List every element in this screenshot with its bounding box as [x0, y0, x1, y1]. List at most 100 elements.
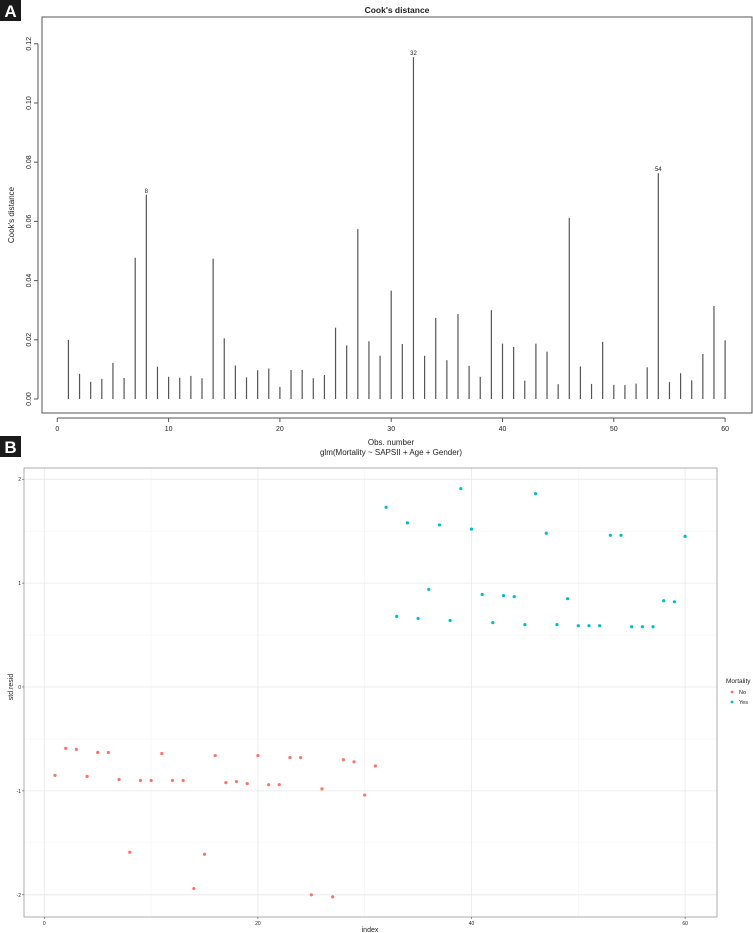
point-no-15: [202, 852, 207, 856]
chart-a-y-axis: 0.00 0.02 0.04 0.06 0.08 0.10 0.12: [26, 37, 39, 406]
chart-a-x-axis: 0 10 20 30 40 50 60: [55, 417, 729, 433]
point-yes-55: [630, 625, 634, 629]
x-tick-label: 0: [43, 921, 46, 927]
x-tick-label: 60: [682, 921, 688, 927]
point-no-1: [53, 773, 57, 777]
panel-b-label: B: [4, 438, 16, 457]
point-yes-34: [405, 521, 410, 525]
panel-a: A Cook's distance 8 32 54 0 10 20 30 40 50 60 0.…: [0, 0, 753, 457]
point-no-6: [106, 750, 110, 755]
y-tick-label: 0.10: [26, 96, 33, 110]
x-tick-label: 10: [165, 426, 173, 433]
point-yes-52: [598, 624, 602, 628]
point-no-14: [192, 886, 196, 891]
chart-b-x-label: index: [362, 927, 379, 933]
point-yes-37: [437, 523, 442, 527]
point-no-4: [85, 774, 89, 778]
point-yes-35: [416, 616, 420, 621]
chart-a-y-label: Cook's distance: [7, 186, 16, 243]
point-no-2: [64, 746, 68, 750]
x-tick-label: 20: [255, 921, 261, 927]
x-tick-label: 60: [721, 426, 729, 433]
point-no-31: [373, 764, 377, 768]
point-no-5: [96, 750, 100, 755]
panel-a-label: A: [4, 2, 16, 21]
point-yes-45: [523, 623, 527, 627]
chart-b-points: [53, 486, 687, 899]
point-yes-57: [651, 625, 655, 629]
point-no-3: [74, 747, 78, 751]
chart-b-legend: Mortality No Yes: [726, 678, 751, 706]
point-no-27: [331, 895, 335, 899]
panel-a-label-box: [0, 0, 21, 21]
point-no-25: [309, 893, 313, 897]
point-no-20: [256, 753, 260, 758]
point-yes-58: [662, 599, 666, 603]
point-no-18: [234, 779, 239, 784]
y-tick-label: 0.12: [26, 37, 33, 51]
point-yes-47: [544, 531, 548, 535]
point-yes-40: [469, 527, 474, 531]
point-no-10: [149, 778, 153, 783]
legend-label-yes: Yes: [739, 700, 748, 706]
chart-a-frame: [41, 16, 753, 414]
panel-b-label-box: [0, 436, 21, 457]
point-label-8: 8: [145, 189, 149, 195]
legend-swatch-yes: [730, 700, 734, 704]
legend-swatch-no: [730, 690, 734, 694]
x-tick-label: 20: [276, 426, 284, 433]
point-no-30: [363, 793, 367, 797]
point-yes-56: [640, 625, 644, 629]
point-no-29: [352, 760, 356, 764]
x-tick-label: 50: [610, 426, 618, 433]
point-no-12: [170, 778, 175, 783]
point-yes-53: [608, 533, 612, 537]
point-yes-41: [480, 592, 484, 597]
point-no-21: [266, 783, 271, 787]
legend-title: Mortality: [726, 678, 751, 685]
y-tick-label: 0.06: [26, 214, 33, 228]
x-tick-label: 40: [499, 426, 507, 433]
point-yes-44: [512, 595, 516, 599]
y-tick-label: -1: [17, 789, 22, 795]
chart-b-y-axis: -2 -1 0 1 2: [17, 477, 24, 899]
y-tick-label: 0.08: [26, 155, 33, 169]
chart-b-frame: [23, 467, 718, 918]
point-yes-39: [459, 486, 463, 491]
point-no-13: [181, 778, 185, 783]
point-no-28: [341, 758, 345, 762]
point-yes-38: [448, 618, 452, 623]
point-no-9: [138, 778, 143, 783]
point-label-54: 54: [655, 167, 662, 173]
point-no-19: [245, 782, 249, 786]
y-tick-label: 2: [18, 477, 21, 483]
point-yes-59: [672, 600, 677, 604]
x-tick-label: 30: [387, 426, 395, 433]
y-tick-label: 0.04: [26, 274, 33, 288]
x-tick-label: 0: [55, 426, 59, 433]
y-tick-label: 0: [18, 685, 21, 691]
chart-b-y-label: std.resid: [8, 674, 15, 701]
chart-b-grid: [24, 468, 717, 917]
y-tick-label: -2: [17, 893, 22, 899]
y-tick-label: 1: [18, 581, 21, 587]
point-no-24: [299, 756, 303, 760]
point-yes-51: [587, 624, 591, 628]
point-yes-43: [501, 593, 506, 598]
point-no-8: [128, 850, 132, 854]
point-no-22: [277, 783, 281, 787]
point-yes-49: [566, 597, 570, 601]
point-yes-54: [619, 533, 623, 537]
point-no-11: [160, 751, 164, 756]
point-yes-60: [683, 534, 687, 538]
point-yes-32: [384, 505, 388, 509]
chart-a-title: Cook's distance: [365, 5, 430, 15]
legend-label-no: No: [739, 690, 746, 696]
point-no-23: [288, 756, 292, 760]
point-yes-50: [576, 624, 580, 628]
panel-b: B 0 20 40 60 -2 -1 0 1 2 index std.resid Mortal…: [0, 436, 751, 933]
point-yes-33: [395, 614, 399, 618]
chart-a-bars: 8 32 54: [67, 51, 726, 399]
point-yes-42: [491, 620, 495, 625]
